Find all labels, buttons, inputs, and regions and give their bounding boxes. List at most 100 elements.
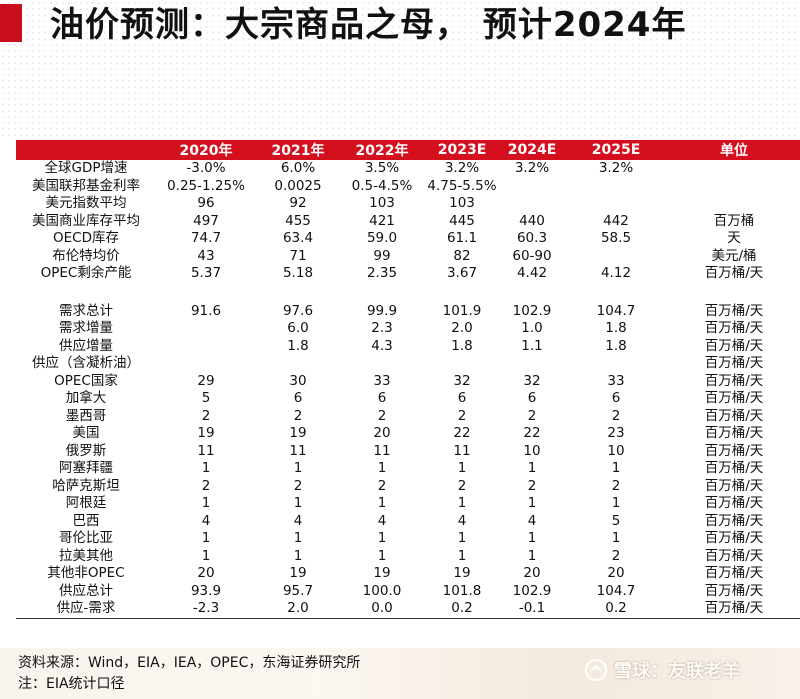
table-row: 需求增量 6.0 2.3 2.0 1.0 1.8 百万桶/天 [16, 320, 800, 338]
table-body: 全球GDP增速 -3.0% 6.0% 3.5% 3.2% 3.2% 3.2% 美国联邦基金利率… [16, 160, 800, 619]
value-cell: 5 [611, 512, 621, 529]
row-label: 其他非OPEC [47, 565, 125, 582]
value-cell: 6 [377, 390, 387, 407]
value-cell: 0.25-1.25% [167, 177, 245, 194]
value-cell: 19 [197, 425, 215, 442]
row-label [16, 283, 156, 303]
value-cell: 1 [293, 530, 303, 547]
value-cell [156, 283, 256, 303]
table-row: 美国商业库存平均 497 455 421 445 440 442 百万桶 [16, 213, 800, 231]
value-cell: 97.6 [282, 302, 314, 319]
value-cell [256, 283, 340, 303]
value-cell: 20 [197, 565, 215, 582]
page-title: 油价预测：大宗商品之母， 预计2024年 [50, 5, 687, 45]
value-cell: 30 [289, 372, 307, 389]
table-row: 巴西 4 4 4 4 4 5 百万桶/天 [16, 513, 800, 531]
value-cell: 6 [611, 390, 621, 407]
unit-cell: 百万桶/天 [704, 495, 764, 512]
value-cell: 1 [611, 530, 621, 547]
value-cell: 3.5% [364, 160, 400, 177]
value-cell: 11 [289, 442, 307, 459]
value-cell [156, 338, 256, 356]
unit-cell: 百万桶/天 [704, 320, 764, 337]
value-cell: 2 [611, 407, 621, 424]
unit-cell: 百万桶/天 [704, 425, 764, 442]
value-cell: 1 [293, 547, 303, 564]
value-cell: 1 [611, 460, 621, 477]
unit-cell: 百万桶/天 [704, 530, 764, 547]
row-label: 美国 [72, 425, 100, 442]
value-cell: 2 [377, 407, 387, 424]
value-cell: 6 [457, 390, 467, 407]
unit-cell: 百万桶/天 [704, 337, 764, 354]
value-cell: 4.42 [516, 265, 548, 282]
value-cell: 58.5 [600, 230, 632, 247]
value-cell: 2 [201, 407, 211, 424]
value-cell: 440 [519, 212, 545, 229]
header-cell: 2021年 [256, 140, 340, 160]
value-cell: 22 [453, 425, 471, 442]
value-cell: 95.7 [282, 582, 314, 599]
row-label: 美国商业库存平均 [32, 212, 140, 229]
value-cell: 101.8 [442, 582, 482, 599]
value-cell: 3.2% [514, 160, 550, 177]
value-cell: 10 [523, 442, 541, 459]
row-label: 供应总计 [59, 582, 113, 599]
value-cell [256, 355, 340, 373]
value-cell [156, 355, 256, 373]
header-cell-blank [16, 140, 156, 160]
table-row: 哈萨克斯坦 2 2 2 2 2 2 百万桶/天 [16, 478, 800, 496]
value-cell: 33 [373, 372, 391, 389]
value-cell: 4 [527, 512, 537, 529]
header-cell: 2024E [500, 140, 564, 160]
value-cell: 91.6 [190, 302, 222, 319]
value-cell: 1 [201, 530, 211, 547]
value-cell: 1 [293, 460, 303, 477]
value-cell: 1 [527, 530, 537, 547]
row-label: 美国联邦基金利率 [32, 177, 140, 194]
value-cell: 1.8 [605, 337, 627, 354]
value-cell: 10 [607, 442, 625, 459]
value-cell: 1 [377, 495, 387, 512]
value-cell: 2.35 [366, 265, 398, 282]
value-cell [500, 283, 564, 303]
row-label: 全球GDP增速 [44, 160, 128, 177]
value-cell: 1 [293, 495, 303, 512]
value-cell: 104.7 [596, 302, 636, 319]
value-cell: 92 [289, 195, 307, 212]
unit-cell: 百万桶/天 [704, 265, 764, 282]
value-cell: 22 [523, 425, 541, 442]
table-row: 需求总计 91.6 97.6 99.9 101.9 102.9 104.7 百万桶/天 [16, 303, 800, 321]
table-row: OPEC国家 29 30 33 32 32 33 百万桶/天 [16, 373, 800, 391]
value-cell: 0.0025 [274, 177, 322, 194]
value-cell: 3.2% [598, 160, 634, 177]
row-label: 供应-需求 [16, 600, 156, 619]
table-row: OECD库存 74.7 63.4 59.0 61.1 60.3 58.5 天 [16, 230, 800, 248]
value-cell: 20 [607, 565, 625, 582]
value-cell: 4.3 [371, 337, 393, 354]
value-cell [564, 248, 668, 266]
value-cell: 2 [611, 477, 621, 494]
snowball-logo-icon [584, 658, 608, 682]
value-cell: 1 [527, 547, 537, 564]
value-cell: 1 [201, 495, 211, 512]
table-row: 美国 19 19 20 22 22 23 百万桶/天 [16, 425, 800, 443]
value-cell: 1 [201, 547, 211, 564]
accent-tab [0, 4, 22, 42]
unit-cell: 百万桶/天 [704, 582, 764, 599]
unit-cell: 天 [727, 230, 741, 247]
row-label: 巴西 [72, 512, 100, 529]
value-cell: 11 [197, 442, 215, 459]
background-pattern [0, 0, 800, 140]
value-cell: 96 [197, 195, 215, 212]
header-cell: 2020年 [156, 140, 256, 160]
value-cell: 82 [453, 247, 471, 264]
table-row: 美元指数平均 96 92 103 103 [16, 195, 800, 213]
value-cell: -2.3 [156, 600, 256, 619]
unit-cell: 百万桶/天 [704, 390, 764, 407]
row-label: 哥伦比亚 [59, 530, 113, 547]
footnote: 注：EIA统计口径 [18, 676, 125, 692]
value-cell: 1 [527, 495, 537, 512]
row-label: 阿塞拜疆 [59, 460, 113, 477]
value-cell [424, 283, 500, 303]
